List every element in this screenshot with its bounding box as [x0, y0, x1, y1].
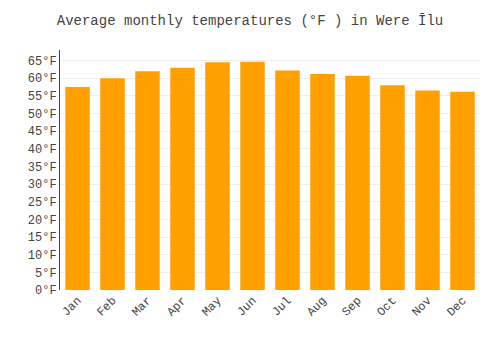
svg-text:May: May — [199, 294, 224, 319]
svg-text:10°F: 10°F — [28, 249, 57, 263]
svg-text:0°F: 0°F — [35, 284, 57, 298]
svg-text:Dec: Dec — [444, 294, 469, 319]
svg-text:45°F: 45°F — [28, 125, 57, 139]
svg-text:40°F: 40°F — [28, 143, 57, 157]
svg-text:30°F: 30°F — [28, 178, 57, 192]
svg-text:Jan: Jan — [59, 294, 84, 319]
svg-text:Aug: Aug — [304, 294, 329, 319]
svg-text:Apr: Apr — [164, 294, 189, 319]
svg-text:Average monthly temperatures (: Average monthly temperatures (°F ) in We… — [57, 13, 443, 29]
svg-text:Oct: Oct — [374, 294, 399, 319]
svg-text:Jun: Jun — [234, 294, 259, 319]
svg-text:5°F: 5°F — [35, 267, 57, 281]
svg-text:55°F: 55°F — [28, 90, 57, 104]
svg-text:Nov: Nov — [409, 294, 434, 319]
svg-text:15°F: 15°F — [28, 231, 57, 245]
svg-text:Mar: Mar — [129, 294, 154, 319]
svg-text:25°F: 25°F — [28, 196, 57, 210]
svg-text:Jul: Jul — [269, 294, 294, 319]
svg-text:65°F: 65°F — [28, 55, 57, 69]
svg-text:60°F: 60°F — [28, 72, 57, 86]
svg-text:Sep: Sep — [339, 294, 364, 319]
svg-text:20°F: 20°F — [28, 214, 57, 228]
svg-text:Feb: Feb — [94, 294, 119, 319]
svg-text:35°F: 35°F — [28, 161, 57, 175]
svg-text:50°F: 50°F — [28, 108, 57, 122]
